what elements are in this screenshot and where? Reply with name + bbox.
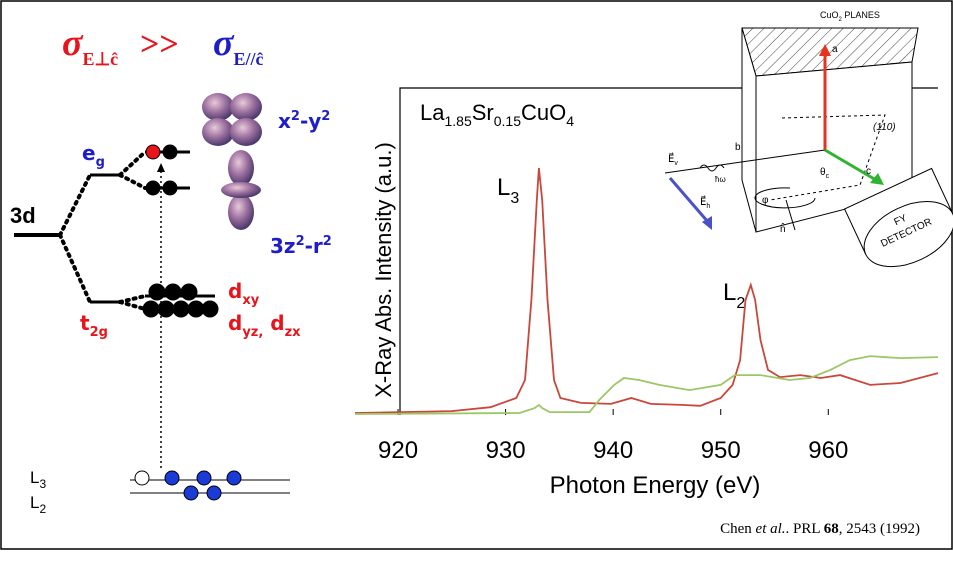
x-tick-label: 950: [701, 437, 741, 464]
text: d: [270, 311, 284, 335]
text: . PRL: [786, 521, 824, 537]
orbital-label: x2-y2: [278, 109, 330, 133]
subscript: E//ĉ: [233, 49, 263, 69]
text: t: [80, 311, 90, 335]
subscript: 3: [510, 190, 519, 207]
sample-label: La1.85Sr0.15CuO4: [420, 100, 574, 129]
subscript: g: [96, 155, 105, 170]
orbital-label: 3z2-r2: [270, 234, 332, 258]
subscript: 1.85: [444, 113, 471, 129]
text: -r: [305, 234, 323, 258]
subscript: zx: [285, 325, 302, 340]
relation: >>: [140, 26, 179, 63]
text: 68: [824, 521, 839, 537]
field-label: E⃗h: [700, 195, 710, 210]
sigma: σ: [213, 22, 235, 64]
orbital-label: dyz, dzx: [228, 311, 301, 340]
sigma: σ: [62, 22, 84, 64]
subscript: 0.15: [494, 113, 521, 129]
subscript: 3: [39, 477, 46, 491]
text: d: [228, 279, 242, 303]
axis-label: c: [866, 166, 871, 177]
y-axis-label: X-Ray Abs. Intensity (a.u.): [371, 142, 396, 398]
text: CuO: [820, 10, 839, 20]
orbitals: [202, 93, 262, 230]
superscript: 2: [323, 234, 332, 249]
subscript: 2g: [90, 325, 108, 340]
core-level-label: L2: [30, 493, 46, 516]
text: Chen: [720, 521, 755, 537]
axis-label: a: [832, 44, 838, 55]
text: L: [497, 174, 510, 201]
photon-label: ħω: [715, 175, 726, 184]
text: d: [228, 311, 242, 335]
superscript: 2: [321, 109, 330, 124]
text: La: [420, 100, 445, 125]
text: Sr: [472, 100, 494, 125]
subscript: 4: [566, 113, 574, 129]
level-label: eg: [82, 141, 105, 170]
text: PLANES: [842, 10, 880, 20]
text: L: [30, 493, 39, 512]
subscript: h: [706, 203, 710, 210]
text: -y: [300, 109, 321, 133]
direction-label: (110): [873, 122, 896, 133]
text: 3z: [270, 234, 296, 258]
subscript: c: [826, 173, 830, 180]
normal-label: n̂: [780, 221, 786, 235]
text: L: [30, 468, 39, 487]
subscript: xy: [242, 293, 259, 308]
planes-label: CuO2 PLANES: [820, 10, 880, 23]
subscript: E⊥ĉ: [82, 49, 118, 69]
text: et al.: [756, 521, 786, 537]
x-tick-label: 960: [808, 437, 848, 464]
subscript: v: [674, 160, 678, 167]
text: CuO: [521, 100, 566, 125]
slide: σE⊥ĉ>>σE//ĉ 3d eg t2g x2-y2 3z2-r2 dxy d…: [0, 0, 953, 571]
text: L: [723, 279, 736, 306]
superscript: 2: [291, 109, 300, 124]
geometry-diagram: a b c (110) θc φ n̂ ħω E⃗v E⃗h CuO2 PLAN…: [665, 10, 953, 280]
subscript: 2: [39, 502, 46, 516]
level-label: 3d: [10, 203, 36, 228]
subscript: yz,: [242, 325, 263, 340]
citation: Chen et al.. PRL 68, 2543 (1992): [720, 521, 920, 537]
text: e: [82, 141, 96, 165]
orbital-label: dxy: [228, 279, 260, 308]
page: σE⊥ĉ>>σE//ĉ 3d eg t2g x2-y2 3z2-r2 dxy d…: [0, 0, 953, 571]
series-line: [355, 356, 938, 414]
superscript: 2: [296, 234, 305, 249]
peak-label: L3: [497, 174, 519, 207]
text: x: [278, 109, 291, 133]
cross-section-title: σE⊥ĉ>>σE//ĉ: [0, 22, 263, 69]
core-level-label: L3: [30, 468, 46, 491]
field-label: E⃗v: [668, 152, 678, 167]
angle-label: φ: [762, 195, 769, 206]
level-label: t2g: [80, 311, 108, 340]
x-tick-label: 920: [378, 437, 418, 464]
axis-label: b: [735, 142, 741, 153]
text: , 2543 (1992): [839, 521, 920, 537]
peak-label: L2: [723, 279, 745, 312]
x-tick-label: 930: [486, 437, 526, 464]
x-axis-label: Photon Energy (eV): [550, 472, 761, 499]
x-tick-label: 940: [593, 437, 633, 464]
